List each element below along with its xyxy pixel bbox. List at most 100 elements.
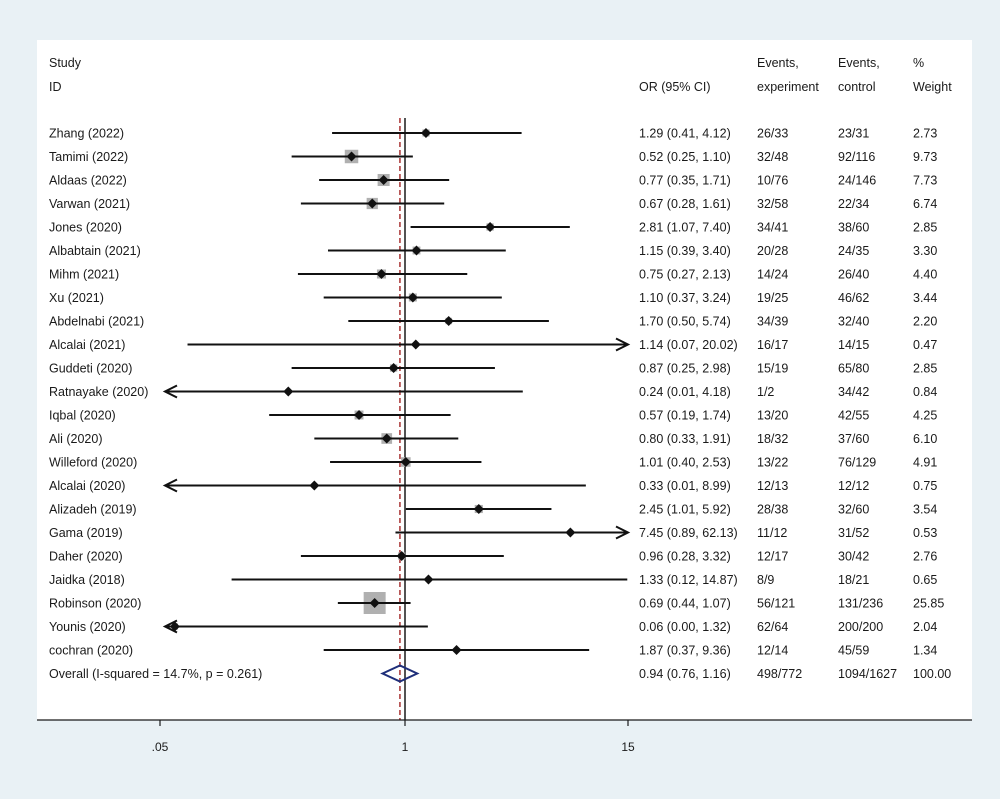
study-weight: 3.30 bbox=[913, 244, 937, 258]
study-point-estimate bbox=[354, 410, 365, 420]
study-weight: 3.44 bbox=[913, 291, 937, 305]
study-point-estimate bbox=[565, 527, 576, 538]
study-weight: 25.85 bbox=[913, 597, 944, 611]
study-events-experiment: 56/121 bbox=[757, 597, 795, 611]
study-events-experiment: 1/2 bbox=[757, 385, 774, 399]
study-id: Zhang (2022) bbox=[49, 127, 124, 141]
study-id: Guddeti (2020) bbox=[49, 362, 132, 376]
study-events-control: 24/146 bbox=[838, 174, 876, 188]
study-id: Iqbal (2020) bbox=[49, 409, 116, 423]
study-events-control: 32/60 bbox=[838, 503, 869, 517]
study-events-experiment: 8/9 bbox=[757, 573, 774, 587]
study-weight: 9.73 bbox=[913, 150, 937, 164]
x-axis-tick-label: 15 bbox=[621, 740, 635, 754]
study-weight: 0.75 bbox=[913, 479, 937, 493]
study-or-ci: 1.10 (0.37, 3.24) bbox=[639, 291, 731, 305]
study-point-estimate bbox=[381, 433, 392, 444]
study-or-ci: 2.81 (1.07, 7.40) bbox=[639, 221, 731, 235]
study-or-ci: 0.06 (0.00, 1.32) bbox=[639, 620, 731, 634]
overall-weight: 100.00 bbox=[913, 667, 951, 681]
overall-or-ci: 0.94 (0.76, 1.16) bbox=[639, 667, 731, 681]
study-events-experiment: 13/20 bbox=[757, 409, 788, 423]
study-weight: 3.54 bbox=[913, 503, 937, 517]
study-point-estimate bbox=[346, 151, 357, 162]
study-weight: 6.74 bbox=[913, 197, 937, 211]
study-events-experiment: 11/12 bbox=[757, 526, 787, 540]
study-events-control: 76/129 bbox=[838, 456, 876, 470]
study-point-estimate bbox=[451, 645, 462, 655]
overall-events-experiment: 498/772 bbox=[757, 667, 802, 681]
study-events-experiment: 62/64 bbox=[757, 620, 788, 634]
header-weight-1: % bbox=[913, 56, 924, 70]
study-point-estimate bbox=[485, 222, 496, 232]
ci-arrow-right bbox=[615, 337, 631, 352]
study-weight: 0.84 bbox=[913, 385, 937, 399]
study-weight: 7.73 bbox=[913, 174, 937, 188]
study-point-estimate bbox=[410, 339, 421, 350]
study-weight: 4.25 bbox=[913, 409, 937, 423]
study-events-control: 38/60 bbox=[838, 221, 869, 235]
study-events-control: 34/42 bbox=[838, 385, 869, 399]
study-id: Alcalai (2021) bbox=[49, 338, 125, 352]
study-point-estimate bbox=[388, 363, 399, 373]
study-or-ci: 0.52 (0.25, 1.10) bbox=[639, 150, 731, 164]
study-or-ci: 0.80 (0.33, 1.91) bbox=[639, 432, 731, 446]
study-or-ci: 0.77 (0.35, 1.71) bbox=[639, 174, 731, 188]
study-events-control: 24/35 bbox=[838, 244, 869, 258]
study-events-control: 30/42 bbox=[838, 550, 869, 564]
header-events-experiment-2: experiment bbox=[757, 80, 819, 94]
study-events-control: 12/12 bbox=[838, 479, 869, 493]
study-weight: 4.40 bbox=[913, 268, 937, 282]
study-or-ci: 0.57 (0.19, 1.74) bbox=[639, 409, 731, 423]
study-point-estimate bbox=[283, 386, 294, 397]
study-weight: 2.04 bbox=[913, 620, 937, 634]
study-events-control: 131/236 bbox=[838, 597, 883, 611]
ci-arrow-right bbox=[615, 525, 631, 540]
study-or-ci: 0.69 (0.44, 1.07) bbox=[639, 597, 731, 611]
study-id: Tamimi (2022) bbox=[49, 150, 128, 164]
study-point-estimate bbox=[376, 269, 387, 279]
study-point-estimate bbox=[400, 457, 411, 467]
ci-arrow-left bbox=[162, 478, 178, 493]
study-weight: 0.53 bbox=[913, 526, 937, 540]
study-events-experiment: 34/41 bbox=[757, 221, 788, 235]
study-events-control: 22/34 bbox=[838, 197, 869, 211]
study-weight: 0.65 bbox=[913, 573, 937, 587]
study-events-experiment: 28/38 bbox=[757, 503, 788, 517]
study-weight: 2.76 bbox=[913, 550, 937, 564]
study-events-experiment: 12/13 bbox=[757, 479, 788, 493]
study-point-estimate bbox=[367, 198, 378, 209]
study-events-control: 92/116 bbox=[838, 150, 875, 164]
study-events-control: 26/40 bbox=[838, 268, 869, 282]
study-id: Jones (2020) bbox=[49, 221, 122, 235]
study-events-experiment: 16/17 bbox=[757, 338, 788, 352]
study-id: Varwan (2021) bbox=[49, 197, 130, 211]
study-id: Alizadeh (2019) bbox=[49, 503, 137, 517]
study-weight: 1.34 bbox=[913, 644, 937, 658]
study-id: Robinson (2020) bbox=[49, 597, 141, 611]
study-events-control: 37/60 bbox=[838, 432, 869, 446]
x-axis-tick-label: .05 bbox=[152, 740, 169, 754]
overall-events-control: 1094/1627 bbox=[838, 667, 897, 681]
study-weight: 6.10 bbox=[913, 432, 937, 446]
header-events-control-2: control bbox=[838, 80, 876, 94]
study-id: Jaidka (2018) bbox=[49, 573, 125, 587]
study-events-experiment: 34/39 bbox=[757, 315, 788, 329]
study-or-ci: 1.14 (0.07, 20.02) bbox=[639, 338, 738, 352]
study-weight: 2.20 bbox=[913, 315, 937, 329]
study-events-control: 65/80 bbox=[838, 362, 869, 376]
study-point-estimate bbox=[369, 598, 380, 608]
study-events-control: 45/59 bbox=[838, 644, 869, 658]
study-events-control: 42/55 bbox=[838, 409, 869, 423]
study-events-experiment: 15/19 bbox=[757, 362, 788, 376]
ci-arrow-left bbox=[162, 384, 178, 399]
study-id: Alcalai (2020) bbox=[49, 479, 125, 493]
study-point-estimate bbox=[423, 574, 434, 585]
study-id: Gama (2019) bbox=[49, 526, 123, 540]
study-id: cochran (2020) bbox=[49, 644, 133, 658]
study-weight: 0.47 bbox=[913, 338, 937, 352]
study-id: Xu (2021) bbox=[49, 291, 104, 305]
study-events-control: 46/62 bbox=[838, 291, 869, 305]
header-study: Study bbox=[49, 56, 82, 70]
